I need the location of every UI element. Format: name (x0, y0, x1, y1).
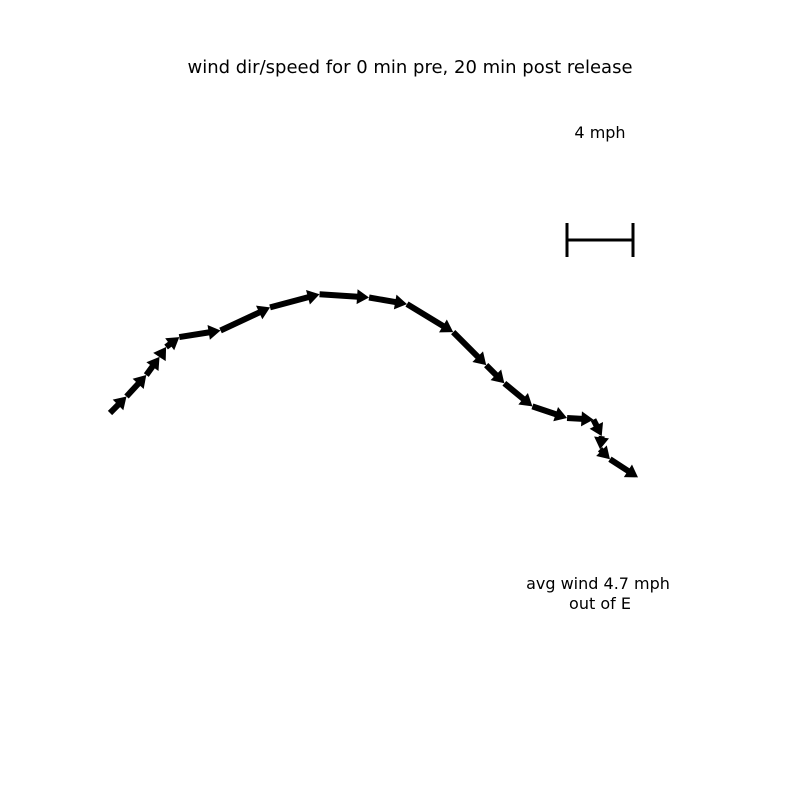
arrow-shaft (107, 402, 121, 416)
wind-arrow (368, 294, 407, 310)
wind-arrow (124, 375, 147, 399)
arrow-shaft (608, 456, 631, 474)
arrow-head (581, 411, 594, 427)
arrow-head (472, 351, 487, 366)
wind-arrow (319, 289, 370, 305)
arrow-head (439, 319, 454, 333)
arrow-head (306, 290, 320, 305)
chart-title: wind dir/speed for 0 min pre, 20 min pos… (187, 57, 632, 78)
arrow-head (153, 347, 167, 362)
arrow-shaft (319, 291, 359, 300)
arrow-head (393, 294, 407, 310)
wind-arrow (589, 418, 604, 437)
wind-arrow (269, 290, 320, 311)
wind-arrow (153, 347, 167, 362)
wind-arrow (107, 396, 127, 416)
wind-arrow (566, 411, 594, 427)
arrow-shaft (368, 294, 397, 306)
wind-arrow (405, 301, 454, 333)
arrow-head (553, 407, 568, 422)
wind-arrow (608, 456, 638, 478)
wind-arrow (596, 445, 610, 460)
arrow-shaft (590, 418, 600, 428)
arrow-shaft (143, 364, 156, 377)
arrow-head (207, 324, 221, 340)
arrow-shaft (124, 381, 142, 399)
wind-arrow (451, 330, 487, 366)
wind-vector-track (107, 289, 638, 478)
arrow-shaft (219, 309, 262, 334)
arrow-shaft (178, 329, 211, 341)
arrow-shaft (484, 363, 499, 378)
wind-direction-label: out of E (569, 594, 631, 613)
arrow-shaft (405, 301, 446, 330)
arrow-shaft (531, 403, 558, 418)
arrow-head (132, 375, 147, 389)
wind-arrow (531, 403, 568, 422)
wind-arrow (484, 363, 505, 384)
scale-label: 4 mph (574, 123, 625, 142)
arrow-shaft (269, 294, 310, 311)
arrow-head (256, 305, 271, 320)
arrow-shaft (451, 330, 481, 360)
wind-arrow (164, 337, 180, 351)
arrow-head (594, 436, 609, 450)
wind-arrow (594, 435, 609, 450)
scale-bar (565, 223, 635, 257)
arrow-head (589, 422, 604, 437)
arrow-head (596, 445, 610, 460)
arrow-head (490, 369, 505, 384)
arrow-shaft (566, 414, 583, 422)
arrow-head (623, 464, 638, 478)
arrow-head (146, 356, 160, 372)
wind-arrow (143, 356, 160, 377)
wind-arrow (502, 380, 533, 407)
arrow-head (112, 396, 127, 411)
arrow-head (518, 392, 533, 407)
wind-arrow (219, 305, 271, 334)
arrow-shaft (502, 380, 526, 402)
arrow-head (165, 337, 180, 351)
arrow-head (356, 289, 370, 305)
wind-arrow (178, 324, 221, 341)
avg-wind-label: avg wind 4.7 mph (526, 574, 670, 593)
